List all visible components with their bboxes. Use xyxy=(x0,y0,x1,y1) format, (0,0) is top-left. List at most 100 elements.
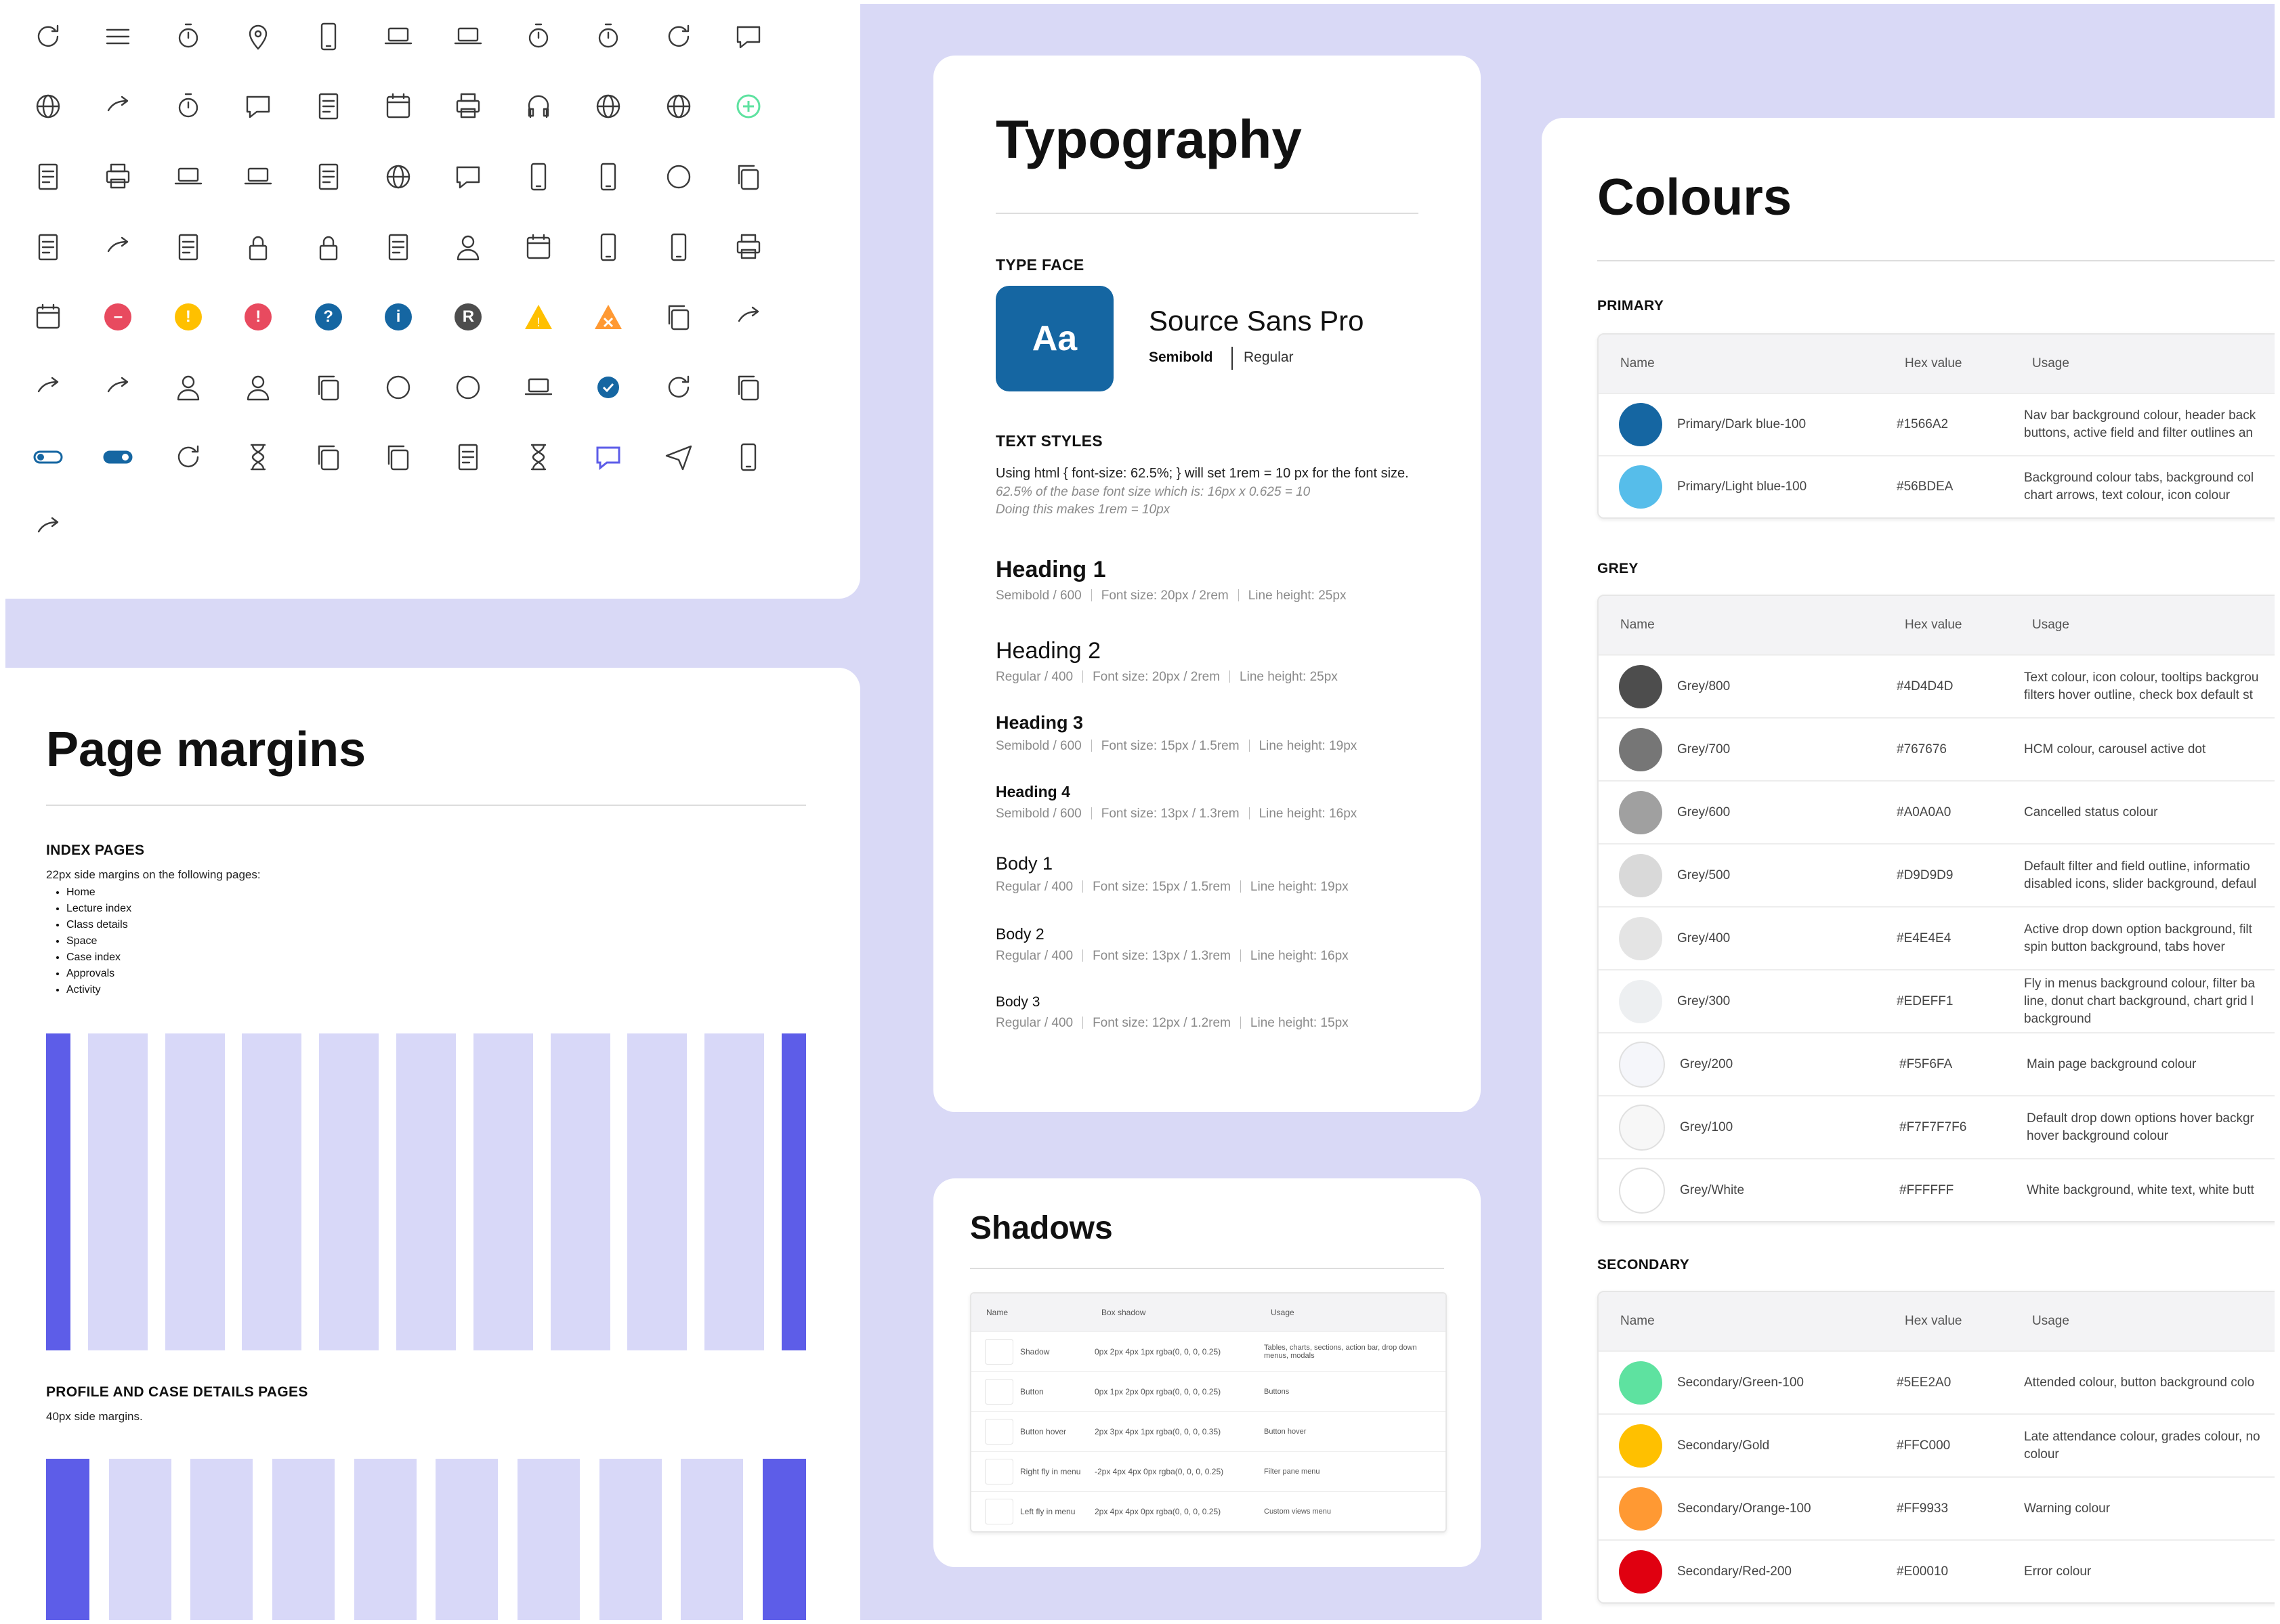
document-error-icon[interactable] xyxy=(13,142,83,212)
sort-arrows-icon[interactable] xyxy=(713,282,783,352)
colour-swatch xyxy=(1619,1550,1662,1594)
clipboard-clock-icon[interactable] xyxy=(153,4,223,72)
drag-handle-icon[interactable] xyxy=(5,282,13,352)
thumb-up-icon[interactable] xyxy=(293,423,363,493)
user-icon[interactable] xyxy=(434,212,503,282)
edit-icon[interactable] xyxy=(643,282,713,352)
text-style-item: Heading 4 Semibold / 600 Font size: 13px /… xyxy=(996,783,1357,821)
branch-icon[interactable] xyxy=(13,352,83,423)
text-style-name: Body 1 xyxy=(996,853,1053,874)
shadow-sample-box xyxy=(985,1419,1013,1445)
info-circle-icon[interactable]: i xyxy=(363,282,433,352)
text-style-item: Body 2 Regular / 400 Font size: 13px / 1.3… xyxy=(996,925,1349,964)
wallet-icon[interactable] xyxy=(83,142,153,212)
bluetooth-icon[interactable] xyxy=(13,72,83,142)
clipboard-add-icon[interactable] xyxy=(13,212,83,282)
rem-note-detail: 62.5% of the base font size which is: 16… xyxy=(996,485,1311,499)
undo-icon[interactable] xyxy=(13,492,83,563)
bot-icon[interactable] xyxy=(574,423,643,493)
refresh-icon[interactable] xyxy=(643,352,713,423)
warning-triangle-icon[interactable]: ! xyxy=(503,282,573,352)
question-circle-icon[interactable]: ? xyxy=(293,282,363,352)
broadcast-off-icon[interactable] xyxy=(643,72,713,142)
users-check-icon[interactable] xyxy=(153,352,223,423)
map-pin-icon[interactable] xyxy=(224,4,293,72)
colour-swatch xyxy=(1619,979,1662,1023)
calendar-edit-icon[interactable] xyxy=(13,282,83,352)
comment-icon[interactable] xyxy=(434,142,503,212)
padlock-icon[interactable] xyxy=(224,212,293,282)
toggle-on-icon[interactable] xyxy=(83,423,153,493)
presenter-icon[interactable] xyxy=(434,4,503,72)
badge-icon[interactable] xyxy=(574,352,643,423)
toggle-off-icon[interactable] xyxy=(13,423,83,493)
toggle-icon[interactable] xyxy=(5,423,13,493)
document-edit-icon[interactable] xyxy=(434,423,503,493)
registered-icon[interactable]: R xyxy=(434,282,503,352)
upload-circle-icon[interactable] xyxy=(83,212,153,282)
branch-edit-icon[interactable] xyxy=(83,352,153,423)
chat-help-icon[interactable] xyxy=(713,4,783,72)
printer-icon[interactable] xyxy=(434,72,503,142)
globe-icon[interactable] xyxy=(363,142,433,212)
briefcase-sync-icon[interactable] xyxy=(293,142,363,212)
send-icon[interactable] xyxy=(643,423,713,493)
head-gears-icon[interactable] xyxy=(503,72,573,142)
colour-row: Grey/300 #EDEFF1 Fly in menus background c… xyxy=(1599,969,2275,1032)
wristwatch-icon[interactable] xyxy=(574,4,643,72)
calendar-icon[interactable] xyxy=(503,212,573,282)
stack-icon[interactable] xyxy=(713,212,783,282)
colour-hex: #FFFFFF xyxy=(1899,1182,1954,1197)
error-triangle-icon[interactable] xyxy=(574,282,643,352)
document-check-icon[interactable] xyxy=(293,72,363,142)
mail-warning-icon[interactable] xyxy=(434,352,503,423)
colour-hex: #5EE2A0 xyxy=(1897,1375,1951,1390)
check-circle-icon[interactable] xyxy=(643,142,713,212)
font-name: Source Sans Pro xyxy=(1149,305,1364,337)
text-style-meta: Regular / 400 Font size: 13px / 1.3rem Lin… xyxy=(996,949,1349,964)
meta-separator xyxy=(1082,880,1084,893)
chat-bubbles-icon[interactable] xyxy=(224,72,293,142)
minus-circle-icon[interactable]: – xyxy=(83,282,153,352)
visibility-off-icon[interactable] xyxy=(293,352,363,423)
check-icon[interactable] xyxy=(5,4,13,72)
users-remove-icon[interactable] xyxy=(224,352,293,423)
graduation-cap-icon[interactable] xyxy=(13,4,83,72)
settings-icon[interactable] xyxy=(153,423,223,493)
microphone-icon[interactable] xyxy=(713,423,783,493)
hourglass-icon[interactable] xyxy=(224,423,293,493)
hamburger-menu-icon[interactable] xyxy=(83,4,153,72)
square-icon[interactable] xyxy=(5,492,13,563)
copy-icon[interactable] xyxy=(713,352,783,423)
add-circle-icon[interactable] xyxy=(713,72,783,142)
video-camera-icon[interactable] xyxy=(153,142,223,212)
stopwatch-icon[interactable] xyxy=(503,4,573,72)
hourglass-2-icon[interactable] xyxy=(503,423,573,493)
video-player-icon[interactable] xyxy=(224,142,293,212)
colour-hex: #F5F6FA xyxy=(1899,1056,1953,1071)
tablet-lock-icon[interactable] xyxy=(574,142,643,212)
calendar-check-icon[interactable] xyxy=(363,72,433,142)
alert-circle-icon[interactable]: ! xyxy=(224,282,293,352)
warning-circle-icon[interactable]: ! xyxy=(153,282,223,352)
laptop-icon[interactable] xyxy=(363,4,433,72)
sign-in-icon[interactable] xyxy=(5,72,13,142)
help-outline-icon[interactable] xyxy=(363,352,433,423)
document-check-green-icon[interactable] xyxy=(5,142,13,212)
thumb-down-icon[interactable] xyxy=(363,423,433,493)
bin-icon[interactable] xyxy=(293,212,363,282)
headphones-icon[interactable] xyxy=(503,142,573,212)
share-arrow-icon[interactable] xyxy=(83,72,153,142)
running-person-icon[interactable] xyxy=(643,4,713,72)
phone-call-icon[interactable] xyxy=(574,212,643,282)
clipboard-plus-icon[interactable] xyxy=(363,212,433,282)
bar-icon[interactable] xyxy=(5,352,13,423)
mobile-phone-icon[interactable] xyxy=(293,4,363,72)
certificate-icon[interactable] xyxy=(153,212,223,282)
add-circle-outline-icon[interactable] xyxy=(5,212,13,282)
broadcast-icon[interactable] xyxy=(574,72,643,142)
document-clock-icon[interactable] xyxy=(153,72,223,142)
image-settings-icon[interactable] xyxy=(503,352,573,423)
edit-square-icon[interactable] xyxy=(713,142,783,212)
phone-mail-icon[interactable] xyxy=(643,212,713,282)
